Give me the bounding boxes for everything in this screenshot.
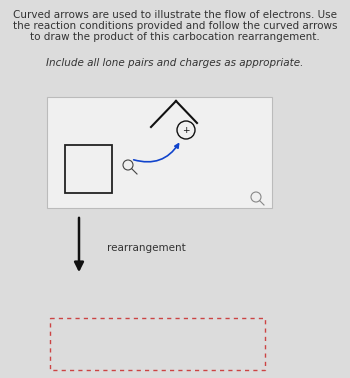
FancyArrowPatch shape: [134, 144, 178, 162]
Bar: [65, 145, 112, 193]
Bar: [47, 97, 272, 208]
Text: rearrangement: rearrangement: [107, 243, 186, 253]
Text: Curved arrows are used to illustrate the flow of electrons. Use: Curved arrows are used to illustrate the…: [13, 10, 337, 20]
Text: the reaction conditions provided and follow the curved arrows: the reaction conditions provided and fol…: [13, 21, 337, 31]
Text: Include all lone pairs and charges as appropriate.: Include all lone pairs and charges as ap…: [46, 58, 304, 68]
Bar: [50, 318, 265, 370]
Text: +: +: [182, 126, 190, 135]
Text: to draw the product of this carbocation rearrangement.: to draw the product of this carbocation …: [30, 32, 320, 42]
